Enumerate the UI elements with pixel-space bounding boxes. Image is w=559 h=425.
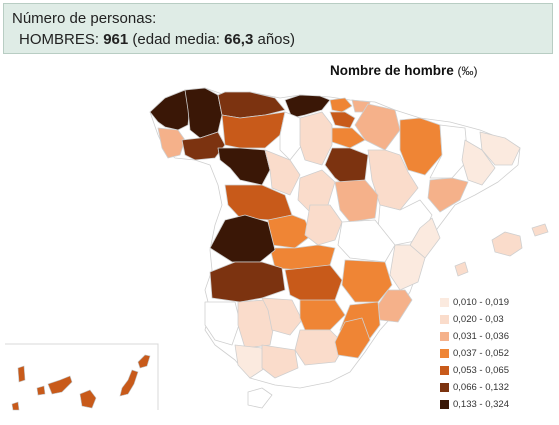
legend-swatch: [440, 366, 449, 375]
province-baleares-mallorca[interactable]: [491, 231, 523, 257]
island-gran-canaria[interactable]: [79, 389, 97, 409]
legend-swatch: [440, 400, 449, 409]
legend-swatch: [440, 315, 449, 324]
province-guadalajara[interactable]: [334, 179, 379, 223]
age-prefix: (edad media:: [132, 31, 220, 48]
province-barcelona[interactable]: [461, 139, 496, 186]
legend-item: 0,066 - 0,132: [440, 379, 509, 396]
province-cadiz[interactable]: [234, 344, 266, 379]
legend-swatch: [440, 298, 449, 307]
province-valencia[interactable]: [389, 244, 426, 291]
city-ceuta[interactable]: [247, 387, 273, 409]
legend-item: 0,010 - 0,019: [440, 294, 509, 311]
province-badajoz[interactable]: [209, 261, 286, 303]
province-lugo[interactable]: [184, 87, 223, 139]
province-castellon[interactable]: [409, 217, 441, 259]
island-la-gomera[interactable]: [36, 385, 46, 396]
info-heading: Número de personas:: [12, 10, 157, 27]
legend-item: 0,053 - 0,065: [440, 362, 509, 379]
province-zaragoza[interactable]: [367, 149, 419, 211]
province-tarragona[interactable]: [427, 177, 469, 213]
legend-label: 0,133 - 0,324: [453, 399, 509, 410]
legend-item: 0,020 - 0,03: [440, 311, 509, 328]
person-count: 961: [103, 31, 129, 48]
island-tenerife[interactable]: [47, 375, 73, 395]
province-araba[interactable]: [329, 111, 356, 129]
average-age: 66,3: [224, 31, 254, 48]
legend-swatch: [440, 383, 449, 392]
group-label: HOMBRES:: [19, 31, 100, 48]
legend-label: 0,031 - 0,036: [453, 331, 509, 342]
legend-item: 0,037 - 0,052: [440, 345, 509, 362]
province-valladolid[interactable]: [264, 149, 301, 196]
province-bizkaia[interactable]: [329, 97, 353, 113]
legend-label: 0,066 - 0,132: [453, 382, 509, 393]
legend-label: 0,020 - 0,03: [453, 314, 504, 325]
province-burgos[interactable]: [299, 111, 333, 166]
province-almeria[interactable]: [334, 317, 371, 359]
province-madrid[interactable]: [304, 204, 343, 246]
age-suffix: años): [257, 31, 296, 48]
province-malaga[interactable]: [261, 344, 299, 379]
province-baleares-menorca[interactable]: [531, 223, 549, 237]
map-title-text: Nombre de hombre: [330, 63, 454, 78]
info-details: HOMBRES: 961 (edad media: 66,3 años): [19, 31, 295, 48]
legend-swatch: [440, 332, 449, 341]
legend-label: 0,053 - 0,065: [453, 365, 509, 376]
province-huesca[interactable]: [399, 117, 443, 176]
legend-label: 0,037 - 0,052: [453, 348, 509, 359]
island-la-palma[interactable]: [17, 365, 26, 383]
island-el-hierro[interactable]: [11, 401, 20, 411]
province-a-coruna[interactable]: [149, 89, 191, 131]
island-fuerteventura[interactable]: [119, 369, 139, 397]
map-title: Nombre de hombre (‰): [330, 63, 478, 78]
info-box: Número de personas: HOMBRES: 961 (edad m…: [3, 3, 553, 54]
legend-item: 0,031 - 0,036: [440, 328, 509, 345]
province-pontevedra[interactable]: [157, 127, 186, 159]
province-baleares-ibiza[interactable]: [454, 261, 469, 277]
legend-swatch: [440, 349, 449, 358]
inset-border: [5, 343, 159, 410]
map-title-unit: (‰): [457, 64, 478, 78]
canary-islands-inset: [5, 343, 159, 411]
province-cordoba[interactable]: [261, 297, 303, 336]
legend-label: 0,010 - 0,019: [453, 297, 509, 308]
island-lanzarote[interactable]: [137, 354, 151, 369]
map-legend: 0,010 - 0,019 0,020 - 0,03 0,031 - 0,036 0,…: [440, 294, 509, 413]
province-huelva[interactable]: [204, 301, 241, 346]
legend-item: 0,133 - 0,324: [440, 396, 509, 413]
